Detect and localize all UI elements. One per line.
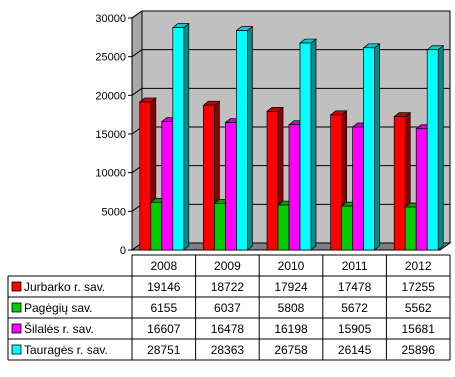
data-label: 16607 (147, 322, 181, 336)
data-label: 15905 (338, 322, 372, 336)
bar (393, 116, 406, 251)
data-label: 18722 (211, 280, 245, 294)
bar-side (310, 38, 317, 251)
data-label: 17255 (402, 280, 436, 294)
bar (330, 114, 342, 251)
legend-label: Pagėgių sav. (24, 301, 93, 315)
data-label: 5672 (341, 301, 368, 315)
y-tick-label: 0 (120, 245, 126, 257)
y-tick-label: 10000 (95, 168, 126, 180)
y-tick-label: 20000 (95, 90, 126, 102)
bar (426, 49, 439, 251)
x-tick-label: 2008 (150, 259, 177, 273)
bar (277, 204, 290, 251)
bar (288, 124, 301, 251)
data-label: 5562 (405, 301, 432, 315)
bar (236, 30, 248, 251)
bar-side (247, 25, 253, 251)
y-tick-label: 25000 (95, 52, 126, 64)
data-label: 6155 (150, 301, 177, 315)
data-label: 28751 (147, 343, 181, 357)
x-tick-label: 2009 (214, 259, 241, 273)
legend-label: Šilalės r. sav. (24, 321, 94, 336)
data-label: 25896 (402, 343, 436, 357)
bar (172, 27, 185, 251)
gridline-side (131, 10, 143, 19)
bar (150, 202, 163, 251)
bar (299, 42, 312, 251)
bar (341, 205, 353, 251)
legend-swatch (11, 344, 22, 355)
legend-swatch (11, 281, 22, 292)
legend-swatch (11, 302, 22, 313)
gridline-side (131, 49, 143, 58)
legend-swatch (11, 323, 22, 334)
data-label: 28363 (211, 343, 245, 357)
y-tick-label: 15000 (95, 129, 126, 141)
bar (214, 202, 226, 251)
bar (139, 101, 152, 251)
bar (161, 121, 174, 251)
data-label: 19146 (147, 280, 181, 294)
bar (415, 128, 428, 251)
bar-side (374, 43, 380, 251)
x-tick-label: 2010 (278, 259, 305, 273)
data-label: 16198 (274, 322, 308, 336)
data-label: 17924 (274, 280, 308, 294)
data-label: 16478 (211, 322, 245, 336)
gridline-side (131, 87, 143, 96)
bar (363, 47, 375, 251)
data-label: 5808 (278, 301, 305, 315)
bar-side (437, 45, 444, 251)
bar (404, 206, 417, 251)
data-label: 17478 (338, 280, 372, 294)
y-tick-label: 30000 (95, 13, 126, 25)
bar (352, 126, 364, 251)
bar-side (183, 22, 190, 251)
bar (203, 104, 215, 251)
x-tick-label: 2011 (342, 259, 368, 273)
bar (225, 122, 237, 251)
data-label: 15681 (402, 322, 436, 336)
legend-label: Jurbarko r. sav. (24, 280, 105, 294)
data-label: 6037 (214, 301, 241, 315)
legend-label: Tauragės r. sav. (24, 343, 108, 357)
x-tick-label: 2012 (405, 259, 432, 273)
data-label: 26758 (274, 343, 308, 357)
y-tick-label: 5000 (102, 206, 126, 218)
data-label: 26145 (338, 343, 372, 357)
bar (266, 111, 279, 251)
